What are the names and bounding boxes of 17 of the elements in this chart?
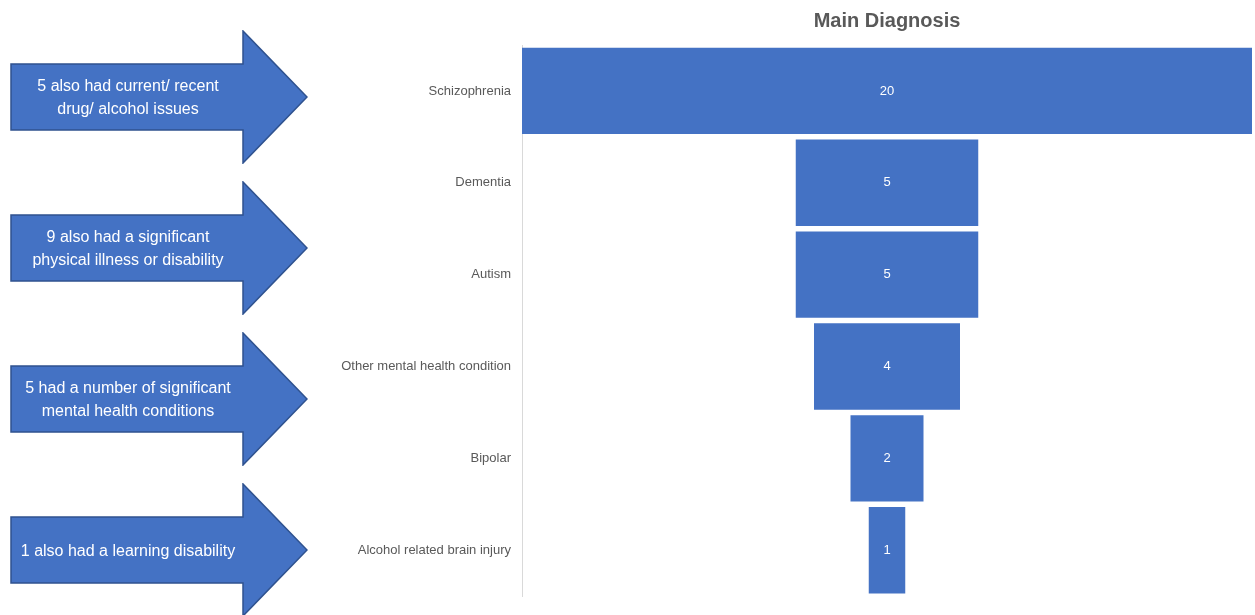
arrow: 1 also had a learning disability [10, 483, 308, 615]
category-label: Schizophrenia [428, 82, 512, 98]
text: Main Diagnosis [813, 8, 961, 31]
data-label: 20 [879, 82, 895, 98]
category-label: Other mental health condition [341, 358, 511, 374]
data-label: 4 [883, 358, 891, 374]
arrow: 5 also had current/ recent drug/ alcohol issues [10, 30, 308, 164]
category-label: Alcohol related brain injury [357, 541, 512, 557]
data-label: 1 [883, 541, 891, 557]
data-label: 5 [883, 266, 891, 282]
category-label: Autism [471, 266, 511, 282]
arrow: 5 had a number of significant mental health conditions [10, 332, 308, 466]
category-label: Bipolar [470, 449, 512, 465]
data-label: 5 [883, 174, 891, 190]
data-label: 2 [883, 449, 891, 465]
arrow: 9 also had a significant physical illness or disability [10, 181, 308, 315]
category-label: Dementia [455, 174, 512, 190]
